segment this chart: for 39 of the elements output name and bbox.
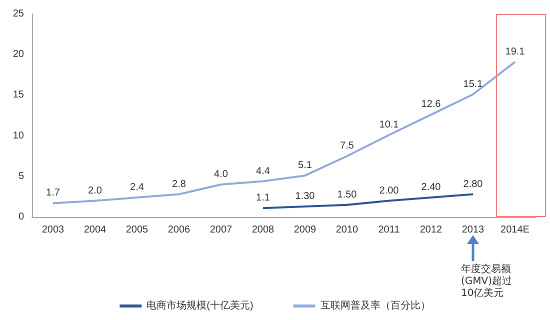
x-tick-label: 2004 xyxy=(84,224,107,236)
x-tick-label: 2009 xyxy=(294,224,317,236)
y-tick-label: 15 xyxy=(12,90,24,101)
legend-label: 互联网普及率（百分比） xyxy=(320,300,430,312)
x-tick-label: 2007 xyxy=(210,224,233,236)
data-label: 7.5 xyxy=(340,140,354,152)
y-tick-label: 25 xyxy=(12,8,24,20)
text: 年度交易额(GMV)超过10亿美元 xyxy=(461,264,514,300)
x-tick-label: 2010 xyxy=(336,224,359,236)
x-tick-label: 2003 xyxy=(42,224,65,236)
x-tick-label: 2011 xyxy=(378,224,400,236)
y-tick-label: 0 xyxy=(18,212,24,222)
x-tick-label: 2012 xyxy=(420,224,443,236)
data-label: 2.00 xyxy=(379,185,400,196)
data-label: 19.1 xyxy=(505,46,526,58)
data-label: 4.4 xyxy=(256,166,270,177)
data-label: 1.50 xyxy=(337,189,358,200)
data-label: 2.4 xyxy=(130,182,144,194)
y-tick-label: 5 xyxy=(18,170,24,182)
data-label: 2.40 xyxy=(421,182,442,194)
data-label: 2.80 xyxy=(463,178,484,190)
data-label: 2.0 xyxy=(88,185,102,196)
data-label: 15.1 xyxy=(463,78,484,90)
x-tick-label: 2014E xyxy=(500,224,530,236)
data-label: 1.30 xyxy=(295,190,316,202)
data-label: 1.1 xyxy=(256,192,270,204)
x-tick-label: 2008 xyxy=(252,224,275,236)
y-tick-label: 20 xyxy=(12,49,24,60)
data-label: 10.1 xyxy=(379,119,400,130)
y-tick-label: 10 xyxy=(12,130,24,142)
x-tick-label: 2006 xyxy=(168,224,191,236)
data-label: 4.0 xyxy=(214,169,228,180)
legend-label: 电商市场规模(十亿美元) xyxy=(146,300,254,312)
data-label: 1.7 xyxy=(46,188,60,199)
data-label: 12.6 xyxy=(421,99,442,110)
x-tick-label: 2005 xyxy=(126,224,149,236)
data-label: 2.8 xyxy=(172,178,186,190)
x-tick-label: 2013 xyxy=(462,224,485,236)
data-label: 5.1 xyxy=(298,160,312,172)
